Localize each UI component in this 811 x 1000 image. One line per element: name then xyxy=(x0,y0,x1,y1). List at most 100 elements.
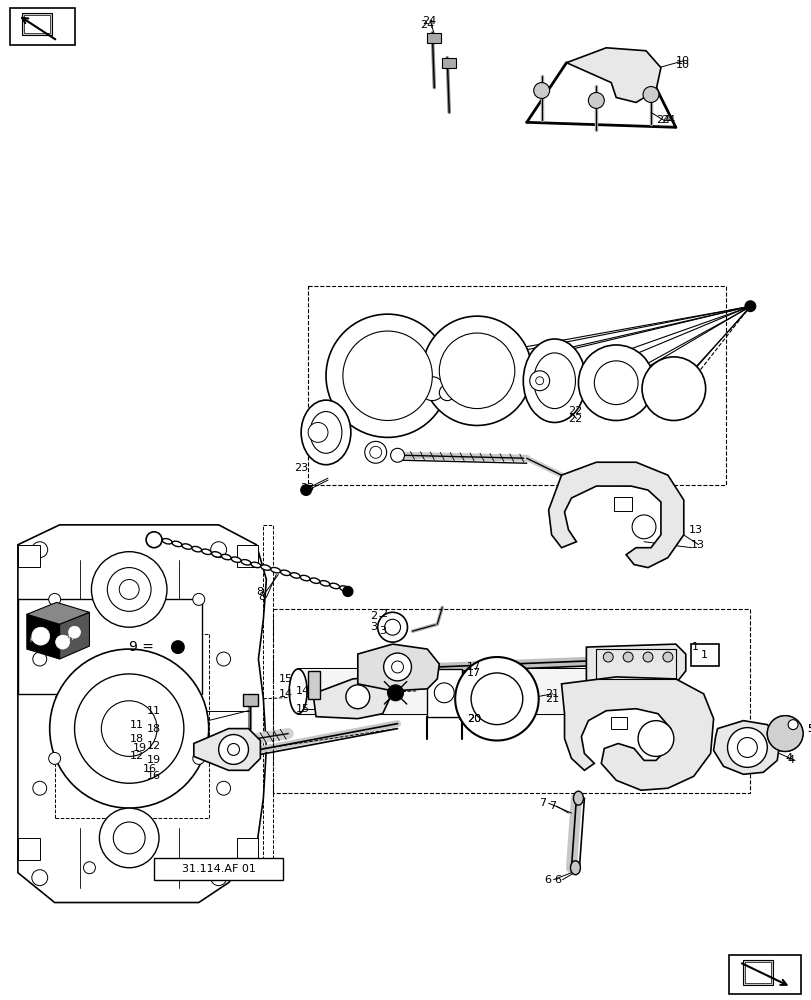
Ellipse shape xyxy=(339,586,349,591)
Circle shape xyxy=(192,593,204,605)
Polygon shape xyxy=(548,462,683,568)
Circle shape xyxy=(383,653,411,681)
Text: 20: 20 xyxy=(466,714,481,724)
Circle shape xyxy=(603,652,612,662)
Text: 14: 14 xyxy=(279,689,293,699)
Bar xyxy=(427,33,440,43)
Circle shape xyxy=(439,385,455,401)
Bar xyxy=(18,545,40,567)
Circle shape xyxy=(49,593,61,605)
Polygon shape xyxy=(566,48,660,102)
Circle shape xyxy=(68,626,80,638)
Bar xyxy=(24,15,49,33)
Circle shape xyxy=(422,316,531,425)
Circle shape xyxy=(307,422,328,442)
Ellipse shape xyxy=(152,536,162,541)
Circle shape xyxy=(529,371,549,391)
Text: 9 =: 9 = xyxy=(129,640,158,654)
Text: 3: 3 xyxy=(370,622,377,632)
Circle shape xyxy=(101,701,157,756)
Circle shape xyxy=(32,627,49,645)
Text: 8: 8 xyxy=(256,587,263,597)
Circle shape xyxy=(577,345,653,420)
Bar xyxy=(236,838,258,860)
Ellipse shape xyxy=(182,544,191,549)
Circle shape xyxy=(622,652,633,662)
Ellipse shape xyxy=(300,575,310,581)
Ellipse shape xyxy=(310,578,320,583)
Bar xyxy=(743,960,772,985)
Text: 19: 19 xyxy=(147,755,161,765)
Text: 18: 18 xyxy=(147,724,161,734)
Circle shape xyxy=(439,333,514,409)
Circle shape xyxy=(631,515,655,539)
Circle shape xyxy=(642,87,659,102)
Circle shape xyxy=(146,532,162,548)
Bar xyxy=(273,609,749,793)
Circle shape xyxy=(32,542,48,558)
Circle shape xyxy=(637,721,673,756)
Text: 4: 4 xyxy=(784,753,792,763)
Ellipse shape xyxy=(260,565,270,570)
Circle shape xyxy=(84,862,96,874)
Text: 24: 24 xyxy=(660,115,675,125)
Circle shape xyxy=(787,720,797,730)
Circle shape xyxy=(163,862,174,874)
Circle shape xyxy=(642,357,705,420)
Bar xyxy=(18,838,40,860)
Text: 24: 24 xyxy=(420,20,434,30)
Circle shape xyxy=(434,683,453,703)
Circle shape xyxy=(342,331,431,420)
Text: 12: 12 xyxy=(147,741,161,751)
Text: 5: 5 xyxy=(806,724,811,734)
Bar xyxy=(18,599,201,694)
Text: 8: 8 xyxy=(258,592,265,602)
Text: 21: 21 xyxy=(544,689,558,699)
Ellipse shape xyxy=(251,562,260,568)
Circle shape xyxy=(369,446,381,458)
Ellipse shape xyxy=(329,583,339,589)
Ellipse shape xyxy=(533,353,575,409)
Ellipse shape xyxy=(281,570,290,576)
Ellipse shape xyxy=(290,573,300,578)
Text: 13: 13 xyxy=(690,540,704,550)
Circle shape xyxy=(56,635,70,649)
Bar xyxy=(307,286,725,485)
Text: 6: 6 xyxy=(554,875,561,885)
Text: 2: 2 xyxy=(380,609,386,619)
Text: 10: 10 xyxy=(675,60,689,70)
Circle shape xyxy=(662,652,672,662)
Polygon shape xyxy=(713,721,779,774)
Circle shape xyxy=(384,619,400,635)
Circle shape xyxy=(99,808,159,868)
Text: 16: 16 xyxy=(147,771,161,781)
Bar xyxy=(427,669,461,717)
Circle shape xyxy=(92,552,167,627)
Polygon shape xyxy=(27,614,59,659)
Circle shape xyxy=(32,652,47,666)
Circle shape xyxy=(210,542,226,558)
Circle shape xyxy=(470,673,522,725)
Circle shape xyxy=(300,484,311,496)
Text: 12: 12 xyxy=(130,751,144,761)
Bar xyxy=(307,671,320,699)
Circle shape xyxy=(171,640,185,654)
Circle shape xyxy=(345,685,369,709)
Circle shape xyxy=(192,752,204,764)
Text: 13: 13 xyxy=(688,525,702,535)
Ellipse shape xyxy=(301,400,350,465)
Bar xyxy=(595,649,675,679)
Bar xyxy=(154,858,283,880)
Ellipse shape xyxy=(289,669,307,714)
Circle shape xyxy=(364,441,386,463)
Text: 17: 17 xyxy=(466,662,481,672)
Bar xyxy=(613,497,631,511)
Bar xyxy=(442,58,456,68)
Circle shape xyxy=(727,728,766,767)
Polygon shape xyxy=(59,612,89,659)
Circle shape xyxy=(736,738,757,757)
Text: 1: 1 xyxy=(700,650,707,660)
Bar xyxy=(690,644,718,666)
Polygon shape xyxy=(194,729,260,770)
Circle shape xyxy=(535,377,543,385)
